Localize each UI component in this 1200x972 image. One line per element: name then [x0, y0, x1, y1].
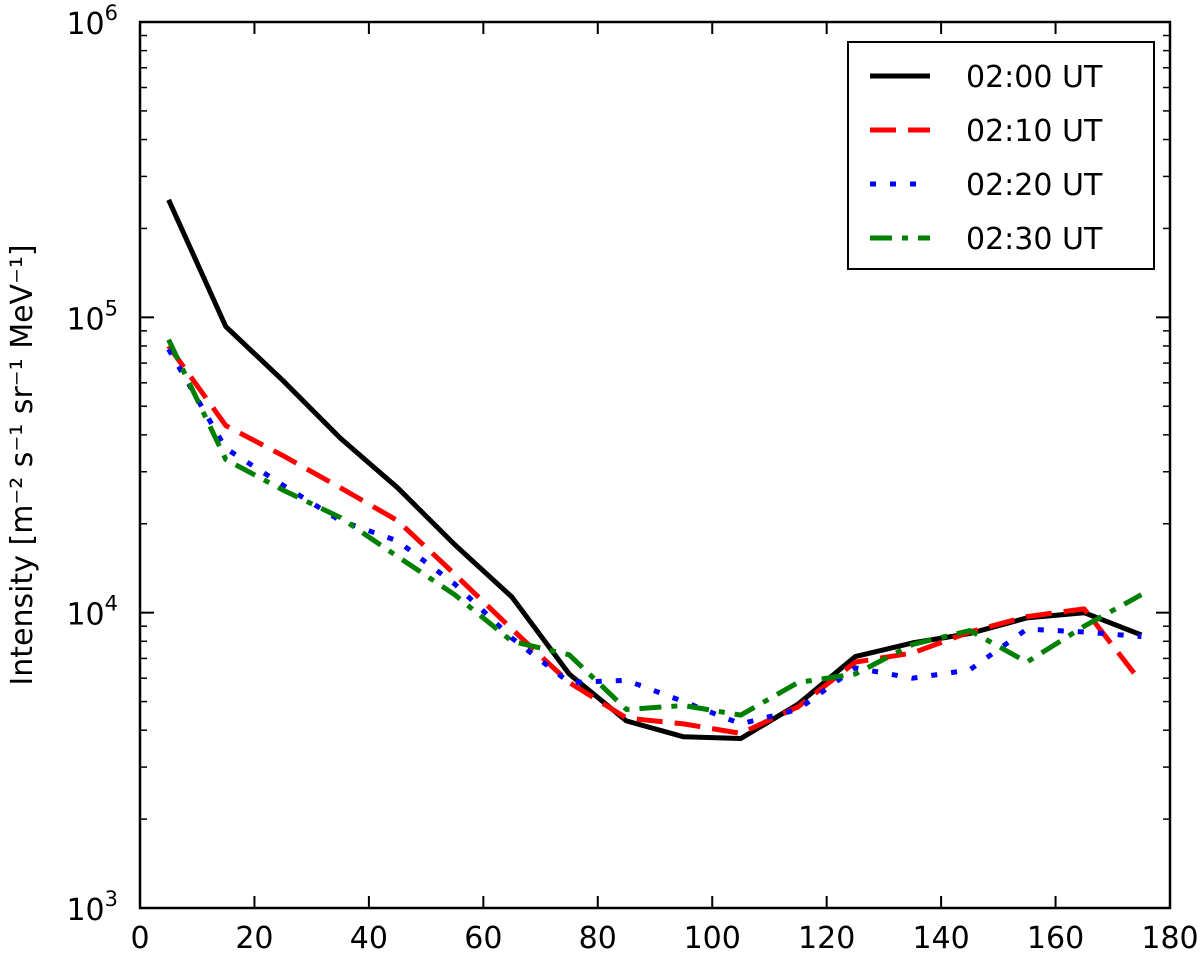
x-tick-label: 0: [130, 921, 149, 956]
series-line-4: [166, 338, 1143, 718]
series-line-3: [166, 347, 1142, 727]
x-tick-label: 160: [1027, 921, 1084, 956]
tick-layer: 0 20 40 60 80 100 120 140 160 180 103 104 105 106: [66, 1, 1198, 956]
x-tick-label: 20: [235, 921, 273, 956]
axes-frame: [138, 20, 1172, 910]
y-tick-label: 106: [66, 1, 118, 42]
x-tick-label: 120: [798, 921, 855, 956]
y-tick-label: 104: [66, 592, 118, 633]
y-tick-label: 103: [66, 887, 118, 928]
series-layer: [166, 198, 1144, 741]
y-tick-label: 105: [66, 296, 118, 337]
legend: 02:00 UT 02:10 UT 02:20 UT 02:30 UT: [847, 41, 1155, 270]
legend-label-4: 02:30 UT: [966, 222, 1103, 257]
x-tick-label: 40: [350, 921, 388, 956]
x-tick-label: 80: [579, 921, 617, 956]
series-line-2: [166, 344, 1144, 736]
x-tick-label: 180: [1141, 921, 1198, 956]
x-tick-label: 140: [912, 921, 969, 956]
x-tick-label: 100: [684, 921, 741, 956]
legend-label-3: 02:20 UT: [966, 168, 1103, 203]
y-axis-label: Intensity [m⁻² s⁻¹ sr⁻¹ MeV⁻¹]: [5, 244, 40, 685]
legend-frame: [847, 41, 1155, 270]
legend-label-1: 02:00 UT: [966, 60, 1103, 95]
series-line-1: [166, 198, 1143, 741]
legend-label-2: 02:10 UT: [966, 114, 1103, 149]
x-tick-label: 60: [464, 921, 502, 956]
